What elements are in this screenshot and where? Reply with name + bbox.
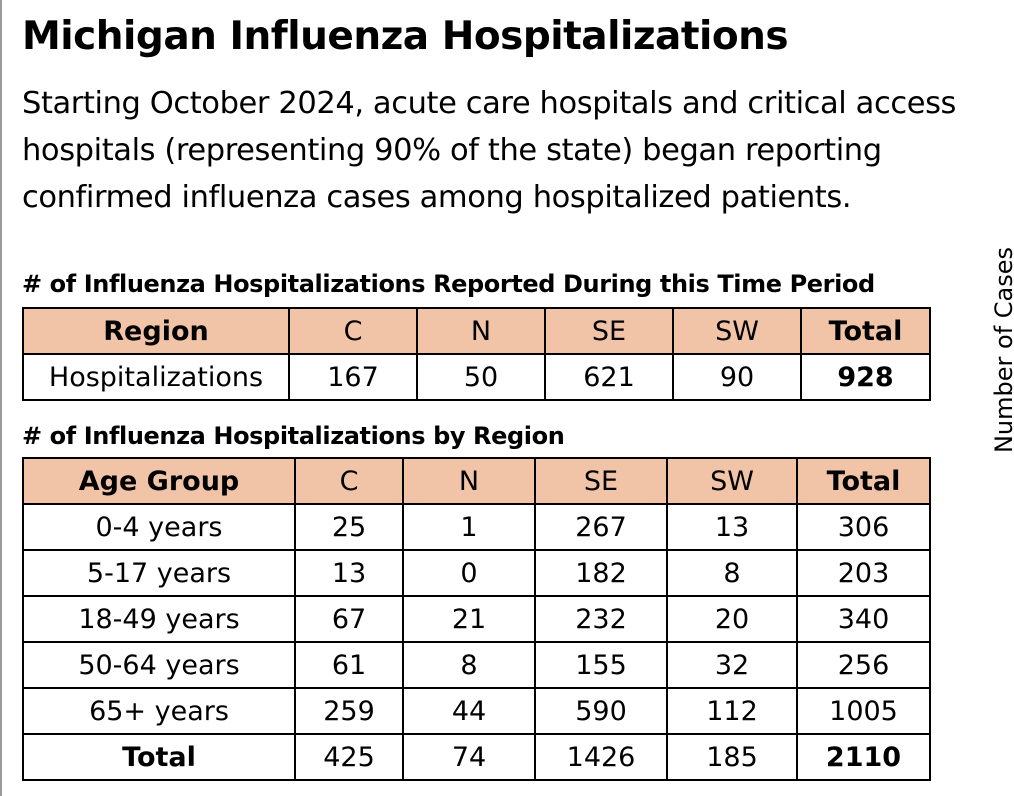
table-cell: 267 [534, 503, 668, 551]
table-cell: 13 [666, 503, 798, 551]
table-row: 50-64 years 61 8 155 32 256 [22, 641, 931, 689]
table-cell: 203 [796, 549, 931, 597]
table-cell: 185 [666, 733, 798, 781]
header-cell: N [402, 457, 536, 505]
table-cell: 8 [666, 549, 798, 597]
table2-caption: # of Influenza Hospitalizations by Regio… [22, 422, 565, 450]
table-cell: 182 [534, 549, 668, 597]
table-cell: 0-4 years [22, 503, 296, 551]
table-header-row: Age Group C N SE SW Total [22, 457, 931, 505]
table-cell: 18-49 years [22, 595, 296, 643]
header-cell: SW [672, 307, 802, 355]
table-cell: 259 [294, 687, 404, 735]
header-cell: Age Group [22, 457, 296, 505]
table-cell: 74 [402, 733, 536, 781]
table-cell: 0 [402, 549, 536, 597]
intro-line: Starting October 2024, acute care hospit… [22, 86, 957, 121]
table-row: 0-4 years 25 1 267 13 306 [22, 503, 931, 551]
table-cell: 44 [402, 687, 536, 735]
table-cell: 25 [294, 503, 404, 551]
table-cell: 112 [666, 687, 798, 735]
table-cell: Hospitalizations [22, 353, 290, 401]
header-cell: SE [534, 457, 668, 505]
table-cell: 90 [672, 353, 802, 401]
table-header-row: Region C N SE SW Total [22, 307, 931, 355]
table-cell: 8 [402, 641, 536, 689]
table-cell: 21 [402, 595, 536, 643]
table-cell: 621 [544, 353, 674, 401]
table-total-row: Total 425 74 1426 185 2110 [22, 733, 931, 781]
header-cell: SW [666, 457, 798, 505]
table-cell: 65+ years [22, 687, 296, 735]
hospitalizations-by-age-table: Age Group C N SE SW Total 0-4 years 25 1… [22, 457, 931, 781]
table-cell: 590 [534, 687, 668, 735]
header-cell: Total [800, 307, 931, 355]
table-row: 5-17 years 13 0 182 8 203 [22, 549, 931, 597]
intro-paragraph: Starting October 2024, acute care hospit… [22, 80, 1012, 221]
header-cell: Region [22, 307, 290, 355]
table-cell: 50 [416, 353, 546, 401]
table-cell: 61 [294, 641, 404, 689]
table-row: Hospitalizations 167 50 621 90 928 [22, 353, 931, 401]
table-cell: 256 [796, 641, 931, 689]
table1-caption: # of Influenza Hospitalizations Reported… [22, 270, 875, 298]
hospitalizations-by-region-table: Region C N SE SW Total Hospitalizations … [22, 307, 931, 401]
header-cell: C [294, 457, 404, 505]
table-cell: 20 [666, 595, 798, 643]
intro-line: hospitals (representing 90% of the state… [22, 133, 882, 168]
table-cell: 232 [534, 595, 668, 643]
table-cell: 340 [796, 595, 931, 643]
table-cell: 13 [294, 549, 404, 597]
table-cell: 1426 [534, 733, 668, 781]
table-cell: 167 [288, 353, 418, 401]
table-cell: 1 [402, 503, 536, 551]
table-cell: 2110 [796, 733, 931, 781]
table-cell: 425 [294, 733, 404, 781]
table-cell: 32 [666, 641, 798, 689]
table-row: 18-49 years 67 21 232 20 340 [22, 595, 931, 643]
page-title: Michigan Influenza Hospitalizations [22, 14, 789, 59]
header-cell: C [288, 307, 418, 355]
header-cell: N [416, 307, 546, 355]
table-cell: 67 [294, 595, 404, 643]
table-cell: 155 [534, 641, 668, 689]
left-border-line [0, 0, 2, 796]
table-row: 65+ years 259 44 590 112 1005 [22, 687, 931, 735]
table-cell: 306 [796, 503, 931, 551]
side-axis-label: Number of Cases [990, 246, 1014, 454]
intro-line: confirmed influenza cases among hospital… [22, 180, 852, 215]
header-cell: Total [796, 457, 931, 505]
table-cell: 50-64 years [22, 641, 296, 689]
table-cell: Total [22, 733, 296, 781]
table-cell: 928 [800, 353, 931, 401]
table-cell: 1005 [796, 687, 931, 735]
header-cell: SE [544, 307, 674, 355]
table-cell: 5-17 years [22, 549, 296, 597]
